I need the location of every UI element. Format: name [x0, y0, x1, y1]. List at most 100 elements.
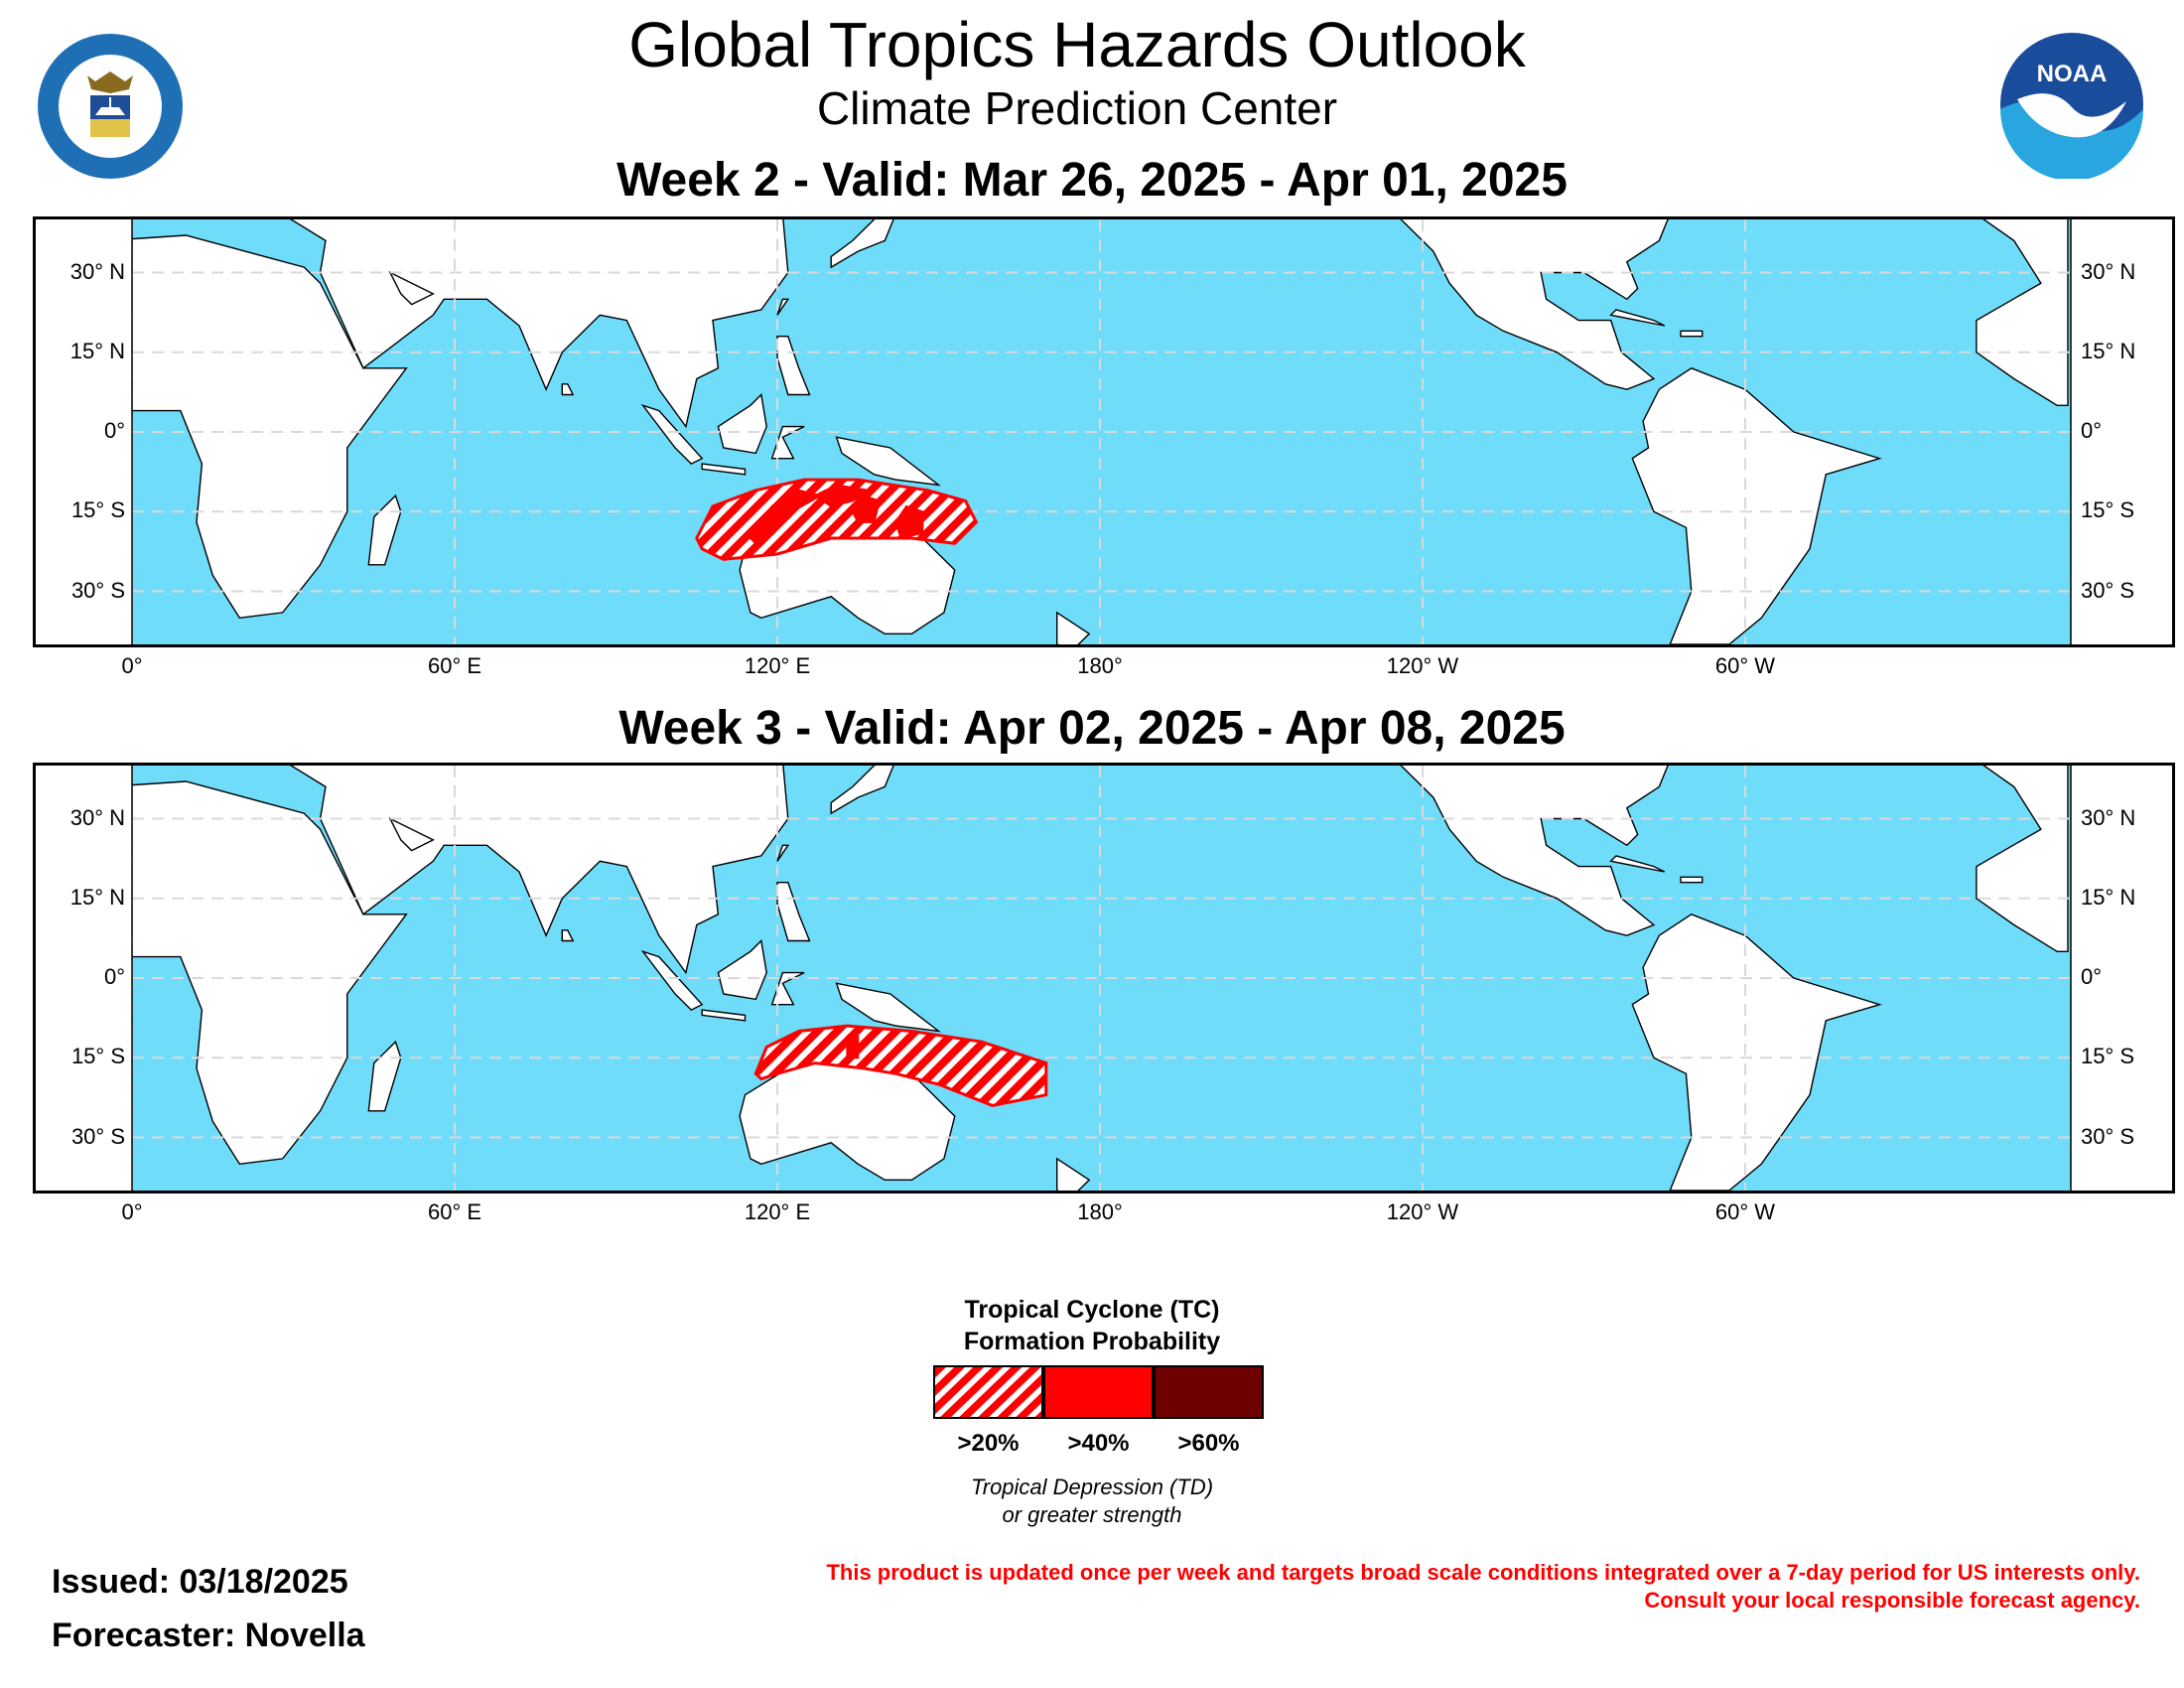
- lat-label-left: 15° N: [69, 884, 125, 910]
- west-africa-bulge-land: [1976, 766, 2069, 952]
- legend-note: Tropical Depression (TD) or greater stre…: [874, 1474, 1310, 1529]
- disclaimer-line1: This product is updated once per week an…: [826, 1560, 2140, 1585]
- tc-formation-solid-area: [812, 484, 872, 507]
- svg-text:NOAA: NOAA: [2037, 61, 2108, 87]
- lon-label: 60° E: [427, 653, 482, 678]
- arabia-gulf-land: [388, 816, 435, 852]
- lat-label-right: 0°: [2081, 964, 2103, 989]
- lon-label: 120° E: [744, 653, 811, 678]
- tc-formation-solid-area: [851, 494, 882, 523]
- new-guinea-land: [835, 436, 941, 487]
- philippines-land: [776, 336, 811, 396]
- lat-label-left: 0°: [103, 418, 125, 443]
- legend-swatch-60: [1154, 1365, 1264, 1419]
- lat-label-right: 15° S: [2081, 1044, 2135, 1069]
- legend-title: Tropical Cyclone (TC) Formation Probabil…: [874, 1294, 1310, 1357]
- legend-note-line1: Tropical Depression (TD): [970, 1475, 1214, 1499]
- lat-label-left: 15° S: [70, 497, 125, 523]
- sumatra-land: [640, 949, 704, 1011]
- disclaimer: This product is updated once per week an…: [826, 1559, 2140, 1615]
- forecaster-name: Forecaster: Novella: [52, 1617, 365, 1654]
- lat-label-right: 15° N: [2081, 884, 2136, 910]
- legend-note-line2: or greater strength: [1002, 1502, 1182, 1527]
- taiwan-land: [776, 298, 790, 316]
- lon-label: 0°: [121, 1199, 143, 1224]
- legend-label-40: >40%: [1067, 1430, 1130, 1457]
- tc-formation-hatched-area: [753, 1024, 1048, 1107]
- legend-title-line2: Formation Probability: [963, 1328, 1221, 1355]
- borneo-land: [717, 393, 767, 455]
- sri-lanka-land: [561, 383, 575, 396]
- north-america-land: [1400, 219, 1669, 390]
- europe-mideast-asia-land: [289, 219, 789, 429]
- cuba-land: [1609, 855, 1666, 873]
- new-guinea-land: [835, 982, 941, 1033]
- week3-map-canvas: [36, 766, 2172, 1191]
- taiwan-land: [776, 844, 790, 862]
- right-margin: [2071, 766, 2172, 1191]
- madagascar-land: [367, 1040, 402, 1112]
- lat-label-left: 30° S: [70, 577, 125, 603]
- disclaimer-line2: Consult your local responsible forecast …: [1644, 1588, 2140, 1613]
- week2-map: [33, 216, 2175, 647]
- cuba-land: [1609, 309, 1666, 327]
- lat-label-right: 30° S: [2081, 577, 2135, 603]
- north-america-land: [1400, 766, 1669, 936]
- lat-label-left: 30° S: [70, 1123, 125, 1149]
- lon-label: 120° W: [1386, 653, 1459, 678]
- lon-label: 120° E: [744, 1199, 811, 1224]
- java-land: [701, 463, 747, 476]
- lat-label-right: 15° N: [2081, 338, 2136, 363]
- philippines-land: [776, 882, 811, 942]
- week3-title: Week 3 - Valid: Apr 02, 2025 - Apr 08, 2…: [618, 702, 1566, 755]
- tc-formation-solid-area: [749, 489, 823, 545]
- left-margin: [36, 766, 132, 1191]
- borneo-land: [717, 939, 767, 1001]
- west-africa-bulge-land: [1976, 219, 2069, 406]
- legend-swatch-20: [933, 1365, 1043, 1419]
- new-zealand-land: [1056, 611, 1091, 644]
- sumatra-land: [640, 403, 704, 465]
- lat-label-right: 15° S: [2081, 497, 2135, 523]
- lat-label-left: 15° S: [70, 1044, 125, 1069]
- tc-formation-hatched-area: [695, 478, 979, 561]
- week2-title: Week 2 - Valid: Mar 26, 2025 - Apr 01, 2…: [616, 154, 1568, 207]
- legend-swatch-40: [1043, 1365, 1154, 1419]
- arabia-gulf-land: [388, 270, 435, 306]
- lat-label-right: 0°: [2081, 418, 2103, 443]
- right-margin: [2071, 219, 2172, 644]
- lat-label-right: 30° S: [2081, 1123, 2135, 1149]
- week3-map: [33, 763, 2175, 1194]
- lat-label-right: 30° N: [2081, 258, 2136, 284]
- south-america-land: [1631, 367, 1882, 644]
- week2-map-canvas: [36, 219, 2172, 644]
- lat-label-right: 30° N: [2081, 804, 2136, 830]
- left-margin: [36, 219, 132, 644]
- legend-label-20: >20%: [957, 1430, 1020, 1457]
- issued-date: Issued: 03/18/2025: [52, 1563, 348, 1601]
- europe-mideast-asia-land: [289, 766, 789, 975]
- new-zealand-land: [1056, 1157, 1091, 1191]
- lon-label: 0°: [121, 653, 143, 678]
- lon-label: 60° E: [427, 1199, 482, 1224]
- sri-lanka-land: [561, 929, 575, 942]
- south-america-land: [1631, 914, 1882, 1191]
- japan-land: [830, 219, 894, 269]
- lon-label: 180°: [1077, 1199, 1123, 1224]
- legend-label-60: >60%: [1177, 1430, 1240, 1457]
- noaa-logo-icon: NOAA: [2000, 33, 2143, 179]
- lon-label: 60° W: [1714, 653, 1776, 678]
- japan-land: [830, 766, 894, 815]
- lon-label: 120° W: [1386, 1199, 1459, 1224]
- hispaniola-land: [1680, 876, 1704, 884]
- page-subtitle: Climate Prediction Center: [816, 82, 1338, 134]
- lon-label: 60° W: [1714, 1199, 1776, 1224]
- hispaniola-land: [1680, 330, 1704, 338]
- tc-formation-solid-area: [894, 504, 924, 540]
- tc-formation-solid-area: [846, 1035, 860, 1059]
- legend-title-line1: Tropical Cyclone (TC): [964, 1296, 1220, 1324]
- java-land: [701, 1009, 747, 1022]
- commerce-seal-icon: [38, 34, 183, 179]
- lat-label-left: 0°: [103, 964, 125, 989]
- lat-label-left: 15° N: [69, 338, 125, 363]
